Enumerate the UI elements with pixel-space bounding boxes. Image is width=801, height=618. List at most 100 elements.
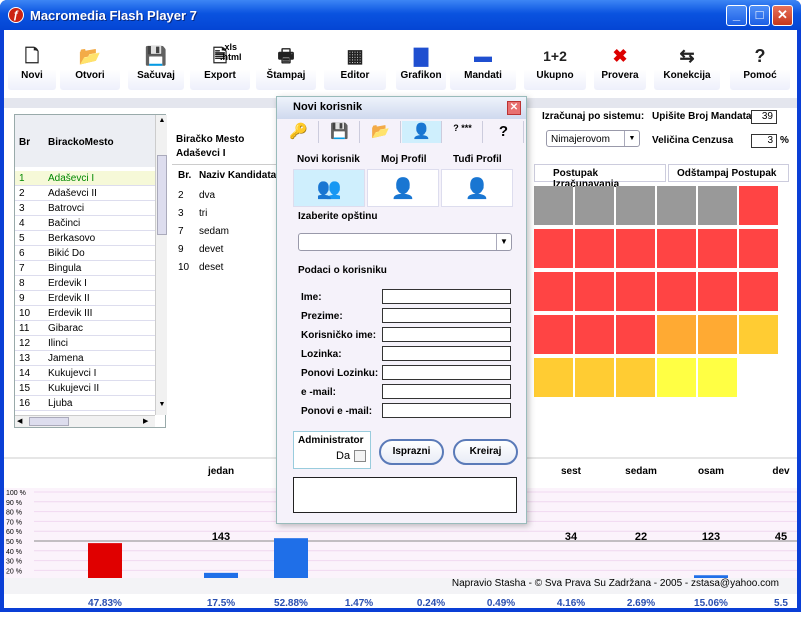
cenzus-input[interactable]: 3 <box>751 134 777 148</box>
scroll-up-icon[interactable]: ▲ <box>157 117 167 127</box>
sacuvaj-button[interactable]: 💾Sačuvaj <box>128 38 184 90</box>
key-icon[interactable]: 🔑 <box>279 121 319 143</box>
ponovi-email-input[interactable] <box>382 403 511 418</box>
editor-button[interactable]: ▦Editor <box>324 38 386 90</box>
dialog-title-bar[interactable]: Novi korisnik ✕ <box>277 97 526 119</box>
editor-icon: ▦ <box>324 42 386 70</box>
grafikon-button[interactable]: ▇Grafikon <box>396 38 446 90</box>
ytick-label: 20 % <box>6 568 22 575</box>
ponovi-lozinku-input[interactable] <box>382 365 511 380</box>
admin-checkbox[interactable] <box>354 450 366 462</box>
scroll-down-icon[interactable]: ▼ <box>157 401 167 411</box>
horizontal-scrollbar[interactable]: ◀ ▶ <box>15 415 155 427</box>
postupak-button[interactable]: Postupak Izračunavanja <box>534 164 666 182</box>
password-help-icon[interactable]: ? *** <box>443 121 483 143</box>
novi-button[interactable]: 🗋Novi <box>8 38 56 90</box>
scroll-thumb[interactable] <box>157 155 167 235</box>
bar-count-label: 34 <box>565 531 578 543</box>
provera-button[interactable]: ✖Provera <box>594 38 646 90</box>
bar-count-label: 123 <box>702 531 720 543</box>
tab-moj-profil[interactable]: Moj Profil <box>381 154 427 165</box>
isprazni-button[interactable]: Isprazni <box>379 439 444 465</box>
mandate-cell <box>534 315 573 354</box>
pomoc-button[interactable]: ?Pomoć <box>730 38 790 90</box>
candidates-panel: Biračko Mesto Adaševci I Br. Naziv Kandi… <box>172 128 280 273</box>
scroll-left-icon[interactable]: ◀ <box>17 417 22 425</box>
bar-value-label: 0.24% <box>417 598 445 609</box>
dialog-title: Novi korisnik <box>293 101 362 113</box>
opstina-select[interactable]: ▼ <box>298 233 512 251</box>
mandates-grid <box>534 186 781 401</box>
sistem-select[interactable]: Nimajerovom ▼ <box>546 130 640 147</box>
floppy-icon[interactable]: 💾 <box>320 121 360 143</box>
user-icon[interactable]: 👤 <box>402 121 442 143</box>
bar-value-label: 2.69% <box>627 598 655 609</box>
bar-value-label: 52.88% <box>274 598 308 609</box>
maximize-button[interactable]: □ <box>749 5 770 26</box>
vertical-scrollbar[interactable]: ▲ ▼ <box>155 115 167 415</box>
chevron-down-icon[interactable]: ▼ <box>496 234 511 250</box>
dialog-close-icon[interactable]: ✕ <box>507 101 521 115</box>
candidate-name: tri <box>199 208 207 219</box>
ime-input[interactable] <box>382 289 511 304</box>
otvori-button[interactable]: 📂Otvori <box>60 38 120 90</box>
prezime-input[interactable] <box>382 308 511 323</box>
title-bar[interactable]: ƒ Macromedia Flash Player 7 _ □ ✕ <box>0 0 801 30</box>
tab-novi-korisnik[interactable]: Novi korisnik <box>297 154 360 165</box>
mandate-cell <box>657 315 696 354</box>
ytick-label: 50 % <box>6 539 22 546</box>
table-header: Br BirackoMesto <box>15 115 155 167</box>
other-profile-icon[interactable]: 👤 <box>441 169 513 207</box>
mandate-cell <box>739 315 778 354</box>
sistem-value: Nimajerovom <box>551 134 610 145</box>
folder-icon[interactable]: 📂 <box>361 121 401 143</box>
email-label: e -mail: <box>301 387 336 398</box>
lozinka-input[interactable] <box>382 346 511 361</box>
ukupno-label: Ukupno <box>524 70 586 81</box>
konekcija-button[interactable]: ⇆Konekcija <box>654 38 720 90</box>
new-user-icon[interactable]: 👥 <box>293 169 365 207</box>
ytick-label: 80 % <box>6 510 22 517</box>
close-button[interactable]: ✕ <box>772 5 793 26</box>
kreiraj-button[interactable]: Kreiraj <box>453 439 518 465</box>
mandate-cell <box>534 358 573 397</box>
mandati-button[interactable]: ▬Mandati <box>450 38 516 90</box>
help-icon[interactable]: ? <box>484 121 524 143</box>
minimize-button[interactable]: _ <box>726 5 747 26</box>
row-place: Batrovci <box>48 203 84 214</box>
tab-tudji-profil[interactable]: Tuđi Profil <box>453 154 502 165</box>
row-number: 16 <box>19 398 30 409</box>
my-profile-icon[interactable]: 👤 <box>367 169 439 207</box>
scroll-right-icon[interactable]: ▶ <box>143 417 148 425</box>
chevron-down-icon[interactable]: ▼ <box>624 131 639 146</box>
odstampaj-button[interactable]: Odštampaj Postupak <box>668 164 789 182</box>
bar-value-label: 5.5 <box>774 598 788 609</box>
novi-label: Novi <box>8 70 56 81</box>
korisnicko-ime-input[interactable] <box>382 327 511 342</box>
email-input[interactable] <box>382 384 511 399</box>
stampaj-button[interactable]: 🖶Štampaj <box>256 38 316 90</box>
category-label: sedam <box>625 466 657 477</box>
editor-label: Editor <box>324 70 386 81</box>
mandat-input[interactable]: 39 <box>751 110 777 124</box>
profile-tabs: Novi korisnik Moj Profil Tuđi Profil <box>291 152 513 168</box>
hscroll-thumb[interactable] <box>29 417 69 426</box>
